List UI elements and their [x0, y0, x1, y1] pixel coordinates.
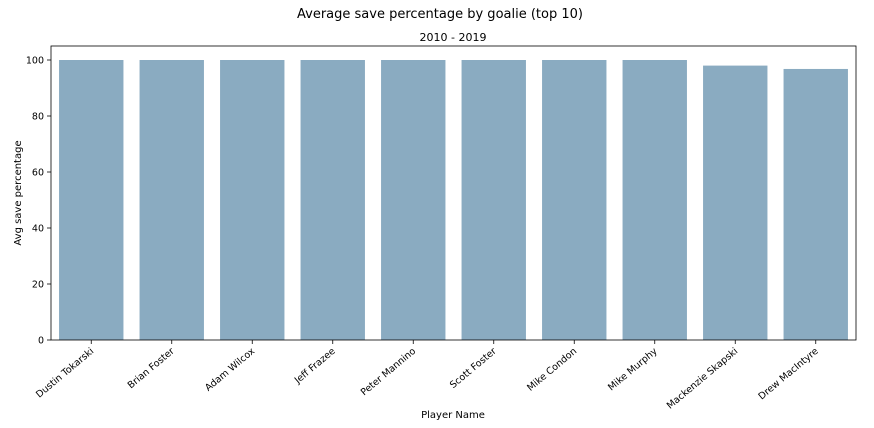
x-tick-label-8: Mackenzie Skapski	[665, 346, 740, 412]
y-axis: 0 20 40 60 80 100	[26, 56, 51, 347]
x-tick-label-5: Scott Foster	[448, 346, 499, 391]
bar-7	[622, 60, 687, 340]
bar-4	[381, 60, 446, 340]
chart-subtitle: 2010 - 2019	[420, 31, 487, 44]
x-tick-label-7: Mike Murphy	[606, 346, 660, 394]
y-tick-label-0: 0	[38, 336, 44, 347]
bar-8	[703, 65, 768, 340]
x-tick-label-6: Mike Condon	[525, 346, 579, 394]
chart-title: Average save percentage by goalie (top 1…	[297, 7, 583, 22]
y-tick-label-4: 80	[32, 112, 44, 123]
bar-0	[59, 60, 124, 340]
x-tick-label-3: Jeff Frazee	[292, 346, 338, 387]
x-axis-label: Player Name	[421, 410, 485, 421]
x-tick-label-4: Peter Mannino	[359, 346, 419, 398]
bar-9	[783, 68, 848, 341]
bar-5	[461, 60, 526, 340]
bar-6	[542, 60, 607, 340]
x-tick-label-9: Drew MacIntyre	[756, 346, 820, 402]
x-tick-label-1: Brian Foster	[126, 346, 177, 391]
bar-2	[220, 60, 285, 340]
x-tick-label-2: Adam Wilcox	[203, 346, 257, 394]
plot-frame	[50, 45, 857, 341]
y-tick-label-3: 60	[32, 168, 44, 179]
y-tick-label-2: 40	[32, 224, 44, 235]
bar-3	[300, 60, 365, 340]
x-axis: Dustin Tokarski Brian Foster Adam Wilcox Je…	[34, 340, 821, 412]
y-tick-label-1: 20	[32, 280, 44, 291]
y-axis-label: Avg save percentage	[13, 140, 24, 245]
bar-1	[139, 60, 204, 340]
bars-group	[59, 60, 848, 341]
y-tick-label-5: 100	[26, 56, 44, 67]
x-tick-label-0: Dustin Tokarski	[34, 346, 96, 401]
